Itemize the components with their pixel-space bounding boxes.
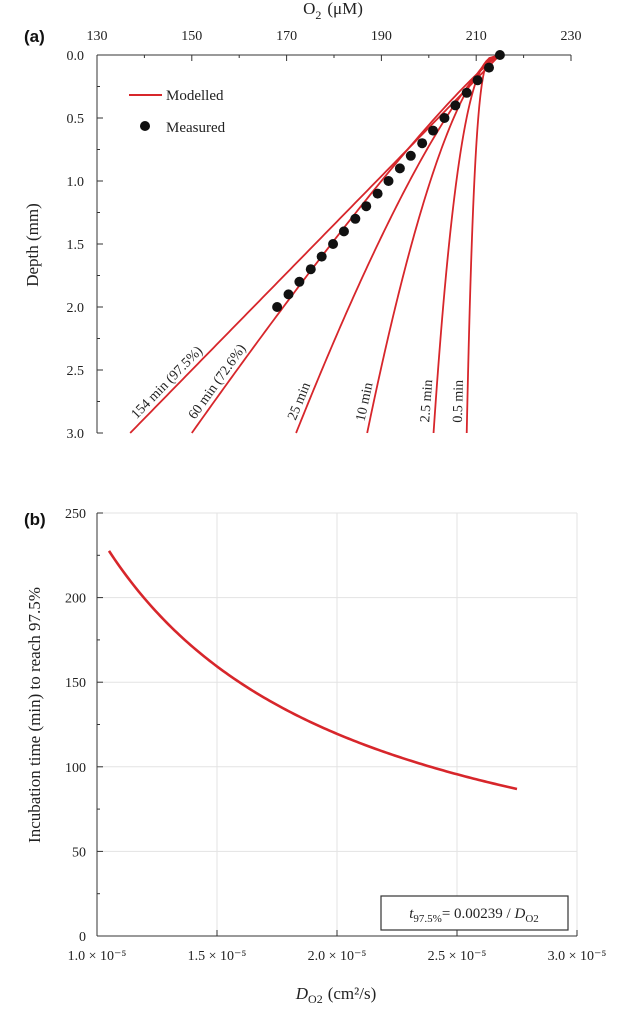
panel-a-x-tick-label: 210 xyxy=(466,29,487,44)
measured-point xyxy=(350,213,361,224)
formula-text: t97.5%= 0.00239 / DO2 xyxy=(409,906,539,925)
modelled-curve xyxy=(465,54,501,434)
formula-box-frame xyxy=(380,895,569,931)
panel-b-grid xyxy=(97,512,578,936)
measured-point xyxy=(383,176,394,186)
measured-point xyxy=(305,264,316,275)
panel-a-y-tick-label: 2.0 xyxy=(67,301,85,316)
panel-a-measured-points xyxy=(272,50,505,312)
measured-point xyxy=(394,163,405,174)
measured-point xyxy=(361,201,372,212)
measured-point xyxy=(328,239,339,249)
curve-label: 0.5 min xyxy=(451,380,467,423)
incubation-time-curve xyxy=(107,550,518,791)
measured-point xyxy=(450,100,461,111)
curve-label: 2.5 min xyxy=(418,379,436,423)
modelled-curve xyxy=(295,54,501,434)
legend-modelled-label: Modelled xyxy=(166,88,224,104)
panel-a-y-tick-label: 0.0 xyxy=(67,49,85,64)
measured-point xyxy=(472,75,483,86)
panel-b-y-axis-title: Incubation time (min) to reach 97.5% xyxy=(25,587,44,843)
panel-a-y-axis-title: Depth (mm) xyxy=(23,203,42,287)
modelled-curve xyxy=(129,54,501,434)
panel-a-y-tick-label: 3.0 xyxy=(67,427,85,442)
panel-a-y-tick-label: 0.5 xyxy=(67,112,85,127)
panel-a-legend: Modelled Measured xyxy=(129,88,226,136)
modelled-curve xyxy=(366,54,501,434)
measured-point xyxy=(483,62,494,73)
measured-point xyxy=(316,251,327,262)
measured-point xyxy=(338,226,349,237)
panel-b-x-tick-label: 1.5 × 10⁻⁵ xyxy=(188,949,247,964)
panel-a-x-axis-title: O2 (μM) xyxy=(303,0,363,22)
panel-a-x-tick-label: 150 xyxy=(181,29,202,44)
measured-point xyxy=(428,125,439,136)
panel-b-x-tick-label: 2.0 × 10⁻⁵ xyxy=(308,949,367,964)
panel-a-y-tick-label: 1.0 xyxy=(67,175,85,190)
measured-point xyxy=(283,289,294,300)
panel-b-y-tick-label: 100 xyxy=(65,761,86,776)
panel-a-label: (a) xyxy=(24,27,45,46)
panel-a-modelled-curves xyxy=(129,54,501,434)
measured-point xyxy=(294,276,305,287)
legend-measured-label: Measured xyxy=(166,120,226,136)
measured-point xyxy=(461,87,472,98)
panel-b-y-tick-label: 150 xyxy=(65,676,86,691)
panel-a-y-tick-label: 2.5 xyxy=(67,364,85,379)
panel-a-x-tick-label: 170 xyxy=(276,29,297,44)
modelled-curve xyxy=(191,54,501,434)
panel-b-y-tick-label: 200 xyxy=(65,592,86,607)
panel-b-x-axis-title: DO2 (cm²/s) xyxy=(295,984,376,1006)
panel-a-y-ticks: 0.0 0.5 1.0 1.5 2.0 2.5 3.0 xyxy=(67,49,103,442)
panel-b-y-tick-label: 250 xyxy=(65,507,86,522)
measured-point xyxy=(405,150,416,161)
measured-point xyxy=(439,113,450,123)
panel-b-formula-box: t97.5%= 0.00239 / DO2 xyxy=(380,895,569,931)
panel-a-x-tick-label: 190 xyxy=(371,29,392,44)
panel-b-y-tick-label: 0 xyxy=(79,930,86,945)
panel-b-x-ticks: 1.0 × 10⁻⁵ 1.5 × 10⁻⁵ 2.0 × 10⁻⁵ 2.5 × 10⁻⁵… xyxy=(68,930,607,964)
measured-point xyxy=(494,50,505,60)
panel-b-x-tick-label: 1.0 × 10⁻⁵ xyxy=(68,949,127,964)
panel-a-y-tick-label: 1.5 xyxy=(67,238,85,253)
panel-a-x-tick-label: 230 xyxy=(561,29,582,44)
panel-b-curve xyxy=(107,550,518,791)
panel-b-x-tick-label: 2.5 × 10⁻⁵ xyxy=(428,949,487,964)
panel-b: (b) 1.0 × 10⁻⁵ 1.5 × 10⁻⁵ 2.0 × 10⁻⁵ 2.5 × … xyxy=(24,507,606,1006)
legend-measured-marker xyxy=(140,121,150,131)
measured-point xyxy=(272,302,283,312)
measured-point xyxy=(372,188,383,199)
panel-a: (a) O2 (μM) Depth (mm) 130 150 170 190 210 230… xyxy=(23,0,582,442)
modelled-curve xyxy=(432,54,501,434)
panel-b-label: (b) xyxy=(24,510,46,529)
measured-point xyxy=(417,138,428,149)
panel-a-x-ticks: 130 150 170 190 210 230 xyxy=(87,29,582,61)
panel-b-y-ticks: 0 50 100 150 200 250 xyxy=(65,507,103,945)
panel-a-x-tick-label: 130 xyxy=(87,29,108,44)
panel-b-y-tick-label: 50 xyxy=(72,845,86,860)
panel-b-x-tick-label: 3.0 × 10⁻⁵ xyxy=(548,949,607,964)
